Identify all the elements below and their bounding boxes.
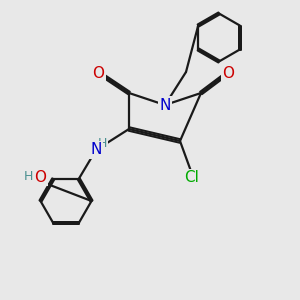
Text: H: H: [24, 170, 33, 184]
Text: O: O: [223, 66, 235, 81]
Text: O: O: [34, 169, 46, 184]
Text: H: H: [98, 137, 107, 150]
Text: N: N: [159, 98, 171, 112]
Text: Cl: Cl: [184, 170, 200, 185]
Text: N: N: [90, 142, 102, 158]
Text: O: O: [92, 66, 104, 81]
